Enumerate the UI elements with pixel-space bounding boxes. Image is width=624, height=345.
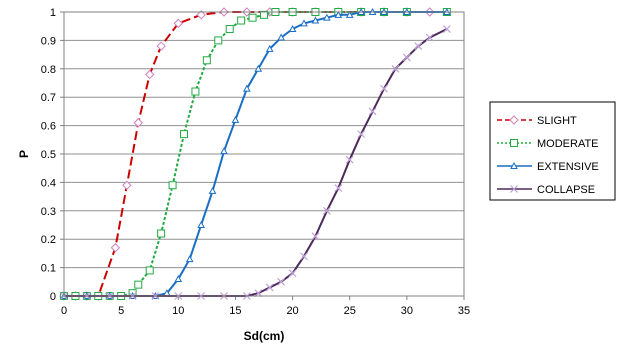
data-point-extensive [265, 44, 274, 52]
x-tick-label: 20 [286, 305, 298, 317]
legend-marker-moderate [510, 139, 518, 147]
data-point-moderate [237, 16, 246, 25]
data-point-collapse [254, 289, 263, 298]
data-point-moderate [260, 10, 268, 19]
y-tick-label: 0.6 [41, 121, 56, 133]
data-point-moderate [180, 130, 188, 139]
y-tick-label: 0 [50, 291, 56, 303]
data-point-extensive [334, 10, 343, 18]
legend-label-collapse: COLLAPSE [537, 184, 595, 196]
data-point-extensive [185, 255, 194, 263]
data-point-slight [133, 118, 143, 128]
data-point-collapse [300, 252, 308, 261]
data-point-collapse [345, 155, 354, 164]
data-point-collapse [442, 25, 451, 33]
data-point-extensive [220, 147, 228, 155]
data-point-slight [196, 10, 206, 20]
data-point-collapse [277, 277, 286, 286]
data-point-collapse [311, 232, 320, 241]
data-point-moderate [202, 56, 211, 65]
x-axis-label: Sd(cm) [244, 329, 285, 343]
y-tick-label: 0.3 [41, 206, 56, 218]
legend-label-slight: SLIGHT [537, 115, 577, 127]
data-point-extensive [231, 115, 240, 123]
data-point-extensive [174, 274, 183, 282]
data-point-moderate [134, 280, 143, 289]
data-point-extensive [311, 16, 320, 24]
data-point-extensive [277, 33, 285, 41]
y-tick-label: 1 [50, 7, 56, 19]
data-point-slight [173, 18, 183, 29]
data-point-extensive [243, 84, 251, 92]
data-point-collapse [402, 53, 411, 62]
data-point-collapse [391, 64, 400, 73]
data-point-collapse [322, 206, 331, 215]
y-axis-ticks: 0 0.1 0.2 0.3 0.4 0.5 0.6 0.7 0.8 0.9 1 [41, 7, 64, 303]
legend-box [489, 101, 616, 201]
data-point-extensive [345, 10, 354, 18]
data-point-moderate [145, 266, 154, 275]
x-tick-label: 5 [118, 305, 124, 317]
plot-border [63, 11, 465, 297]
legend-label-extensive: EXTENSIVE [537, 161, 599, 173]
data-point-collapse [357, 130, 366, 139]
y-tick-label: 0.2 [41, 234, 56, 246]
legend-label-moderate: MODERATE [537, 138, 599, 150]
data-point-collapse [334, 184, 343, 193]
y-tick-label: 0.5 [41, 149, 56, 161]
x-tick-label: 30 [401, 305, 413, 317]
data-point-extensive [323, 13, 331, 21]
legend-marker-collapse [510, 185, 518, 193]
x-tick-label: 25 [344, 305, 356, 317]
data-point-moderate [157, 229, 166, 238]
y-tick-label: 0.4 [41, 177, 56, 189]
data-point-moderate [214, 36, 223, 45]
legend-marker-extensive [510, 161, 518, 169]
data-point-slight [110, 243, 121, 253]
legend: SLIGHT MODERATE EXTENSIVE COLLAPSE [489, 101, 616, 201]
data-point-moderate [225, 25, 234, 34]
data-point-collapse [380, 84, 388, 93]
data-point-extensive [300, 19, 308, 27]
x-tick-label: 0 [61, 305, 67, 317]
data-point-slight [122, 180, 132, 190]
data-point-collapse [368, 107, 377, 116]
y-tick-label: 0.9 [41, 35, 56, 47]
data-point-extensive [208, 186, 217, 194]
data-point-extensive [254, 64, 263, 72]
y-tick-label: 0.8 [41, 64, 56, 76]
x-tick-label: 15 [229, 305, 241, 317]
data-point-collapse [425, 33, 434, 42]
data-point-slight [145, 69, 155, 80]
data-point-collapse [414, 42, 423, 51]
y-tick-label: 0.7 [41, 92, 56, 104]
x-axis-ticks: 0 5 10 15 20 25 30 35 [61, 296, 470, 317]
x-tick-label: 10 [172, 305, 184, 317]
data-point-moderate [168, 181, 177, 190]
y-axis-label: P [17, 150, 31, 158]
legend-marker-slight [509, 115, 519, 125]
data-point-extensive [197, 220, 205, 228]
data-point-slight [156, 41, 166, 51]
data-point-moderate [248, 13, 257, 22]
data-point-collapse [265, 283, 274, 292]
data-point-collapse [288, 269, 297, 278]
data-point-moderate [191, 87, 200, 96]
x-tick-label: 35 [458, 305, 470, 317]
data-point-extensive [288, 24, 297, 33]
y-tick-label: 0.1 [41, 263, 56, 275]
